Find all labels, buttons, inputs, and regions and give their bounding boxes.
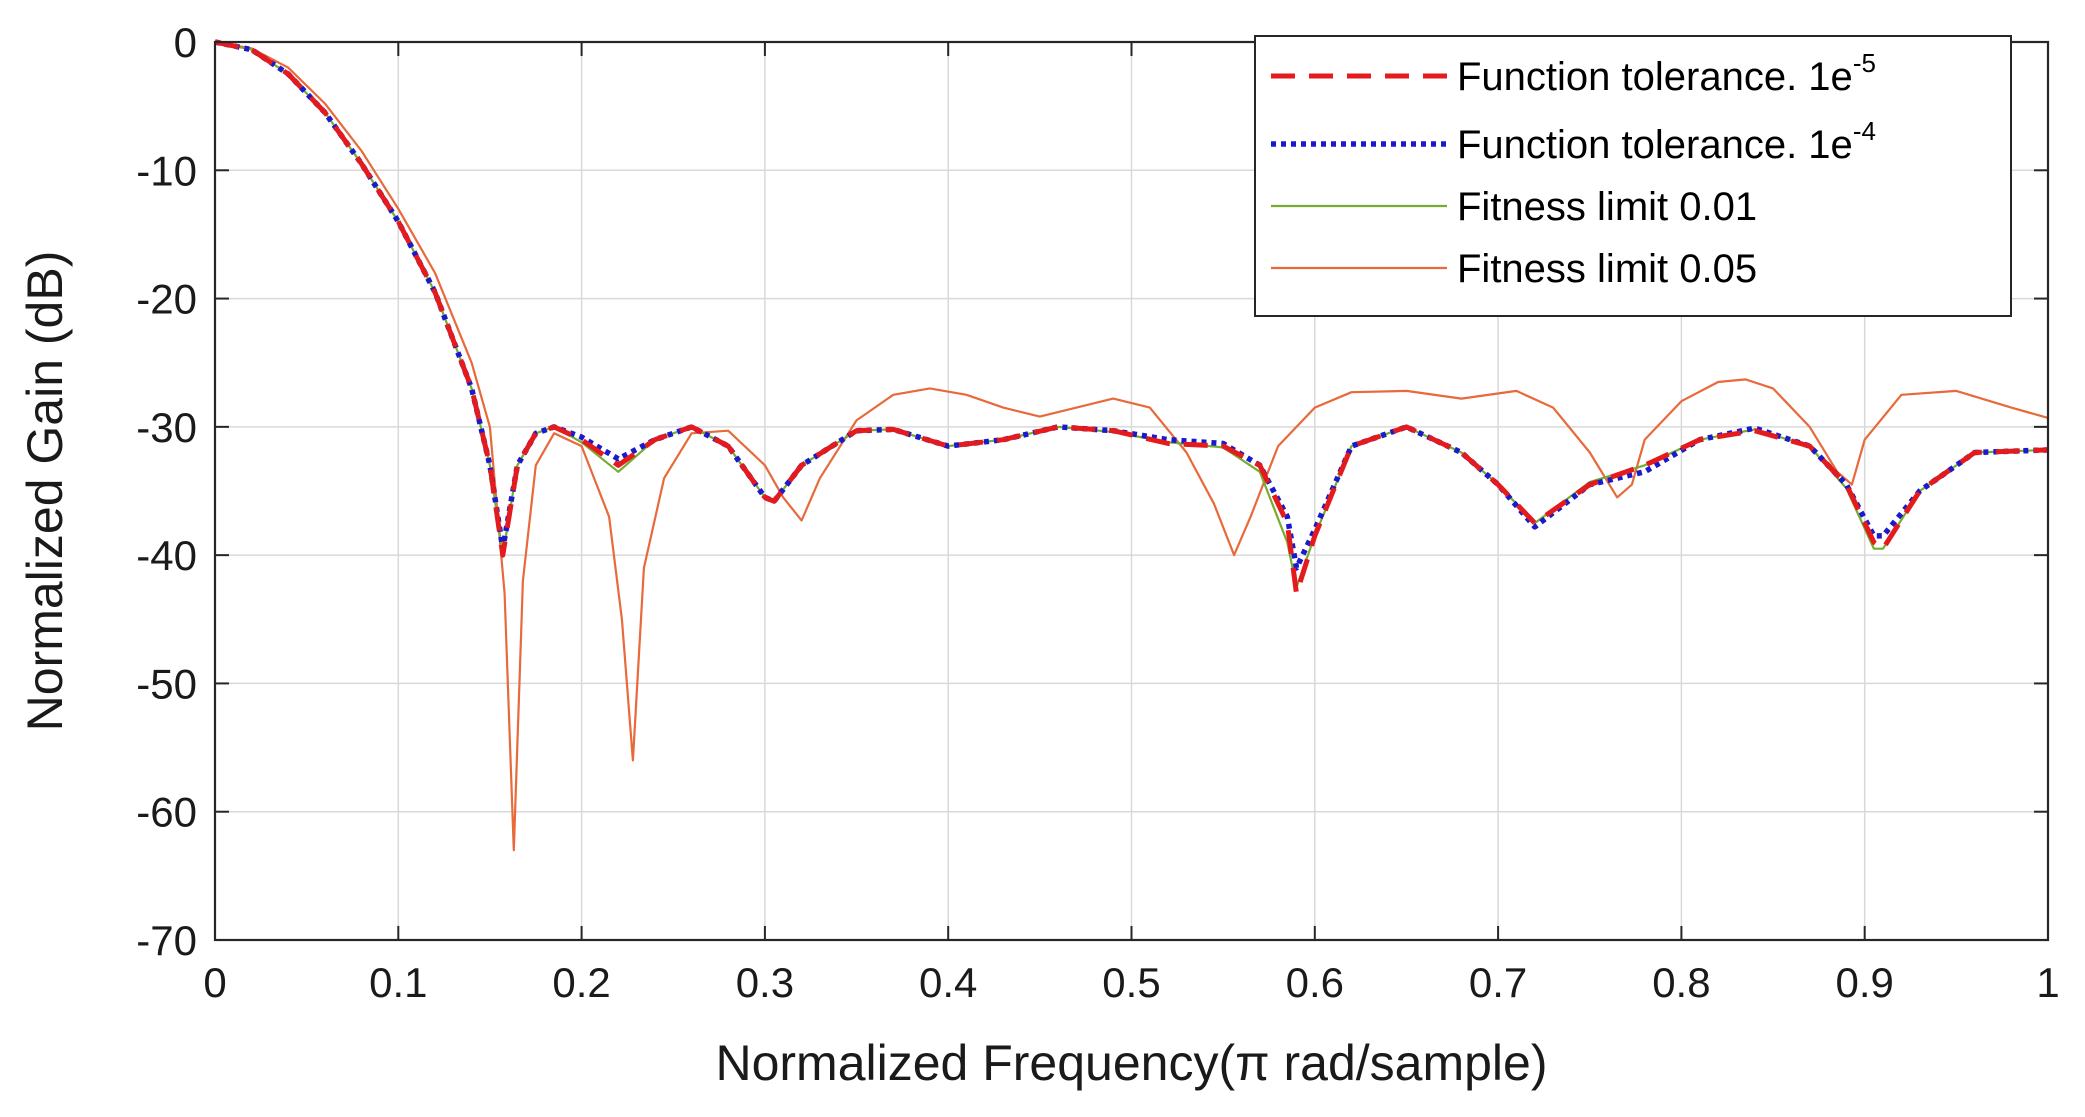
tick-labels: 0 0.1 0.2 0.3 0.4 0.5 0.6 0.7 0.8 0.9 1 0 -10 -20 -30 -… bbox=[136, 19, 2059, 1006]
y-tick-label: 0 bbox=[174, 19, 197, 66]
x-tick-label: 0.7 bbox=[1469, 959, 1527, 1006]
y-tick-label: -40 bbox=[136, 532, 197, 579]
x-tick-label: 1 bbox=[2036, 959, 2059, 1006]
x-tick-label: 0.8 bbox=[1652, 959, 1710, 1006]
x-tick-label: 0.4 bbox=[919, 959, 977, 1006]
axis-ticks bbox=[214, 41, 2049, 941]
x-tick-label: 0.5 bbox=[1102, 959, 1160, 1006]
legend-label-text: Fitness limit 0.05 bbox=[1457, 247, 1757, 291]
legend-label-superscript: -4 bbox=[1853, 116, 1876, 146]
legend-label-4: Fitness limit 0.05 bbox=[1457, 247, 1757, 291]
legend-box bbox=[1254, 35, 2012, 317]
y-tick-label: -70 bbox=[136, 917, 197, 964]
x-tick-label: 0.1 bbox=[369, 959, 427, 1006]
x-axis-title: Normalized Frequency(π rad/sample) bbox=[715, 1035, 1547, 1091]
x-tick-label: 0 bbox=[203, 959, 226, 1006]
legend-label-3: Fitness limit 0.01 bbox=[1457, 185, 1757, 229]
x-tick-label: 0.2 bbox=[552, 959, 610, 1006]
x-tick-label: 0.6 bbox=[1286, 959, 1344, 1006]
legend-label-text: Fitness limit 0.01 bbox=[1457, 185, 1757, 229]
series-group bbox=[214, 39, 2049, 852]
legend-label-2: Function tolerance. 1e-4 bbox=[1457, 116, 1876, 167]
x-tick-label: 0.9 bbox=[1836, 959, 1894, 1006]
series-line-4 bbox=[214, 40, 2049, 852]
y-axis-title: Normalized Gain (dB) bbox=[17, 251, 73, 732]
legend-label-text: Function tolerance. 1e bbox=[1457, 123, 1853, 167]
y-tick-label: -60 bbox=[136, 789, 197, 836]
x-tick-label: 0.3 bbox=[736, 959, 794, 1006]
legend-label-text: Function tolerance. 1e bbox=[1457, 55, 1853, 99]
y-tick-label: -20 bbox=[136, 276, 197, 323]
y-tick-label: -10 bbox=[136, 147, 197, 194]
series-line-1 bbox=[214, 39, 2049, 597]
legend-label-1: Function tolerance. 1e-5 bbox=[1457, 48, 1876, 99]
y-tick-label: -30 bbox=[136, 404, 197, 451]
y-tick-label: -50 bbox=[136, 660, 197, 707]
legend-label-superscript: -5 bbox=[1853, 48, 1876, 78]
